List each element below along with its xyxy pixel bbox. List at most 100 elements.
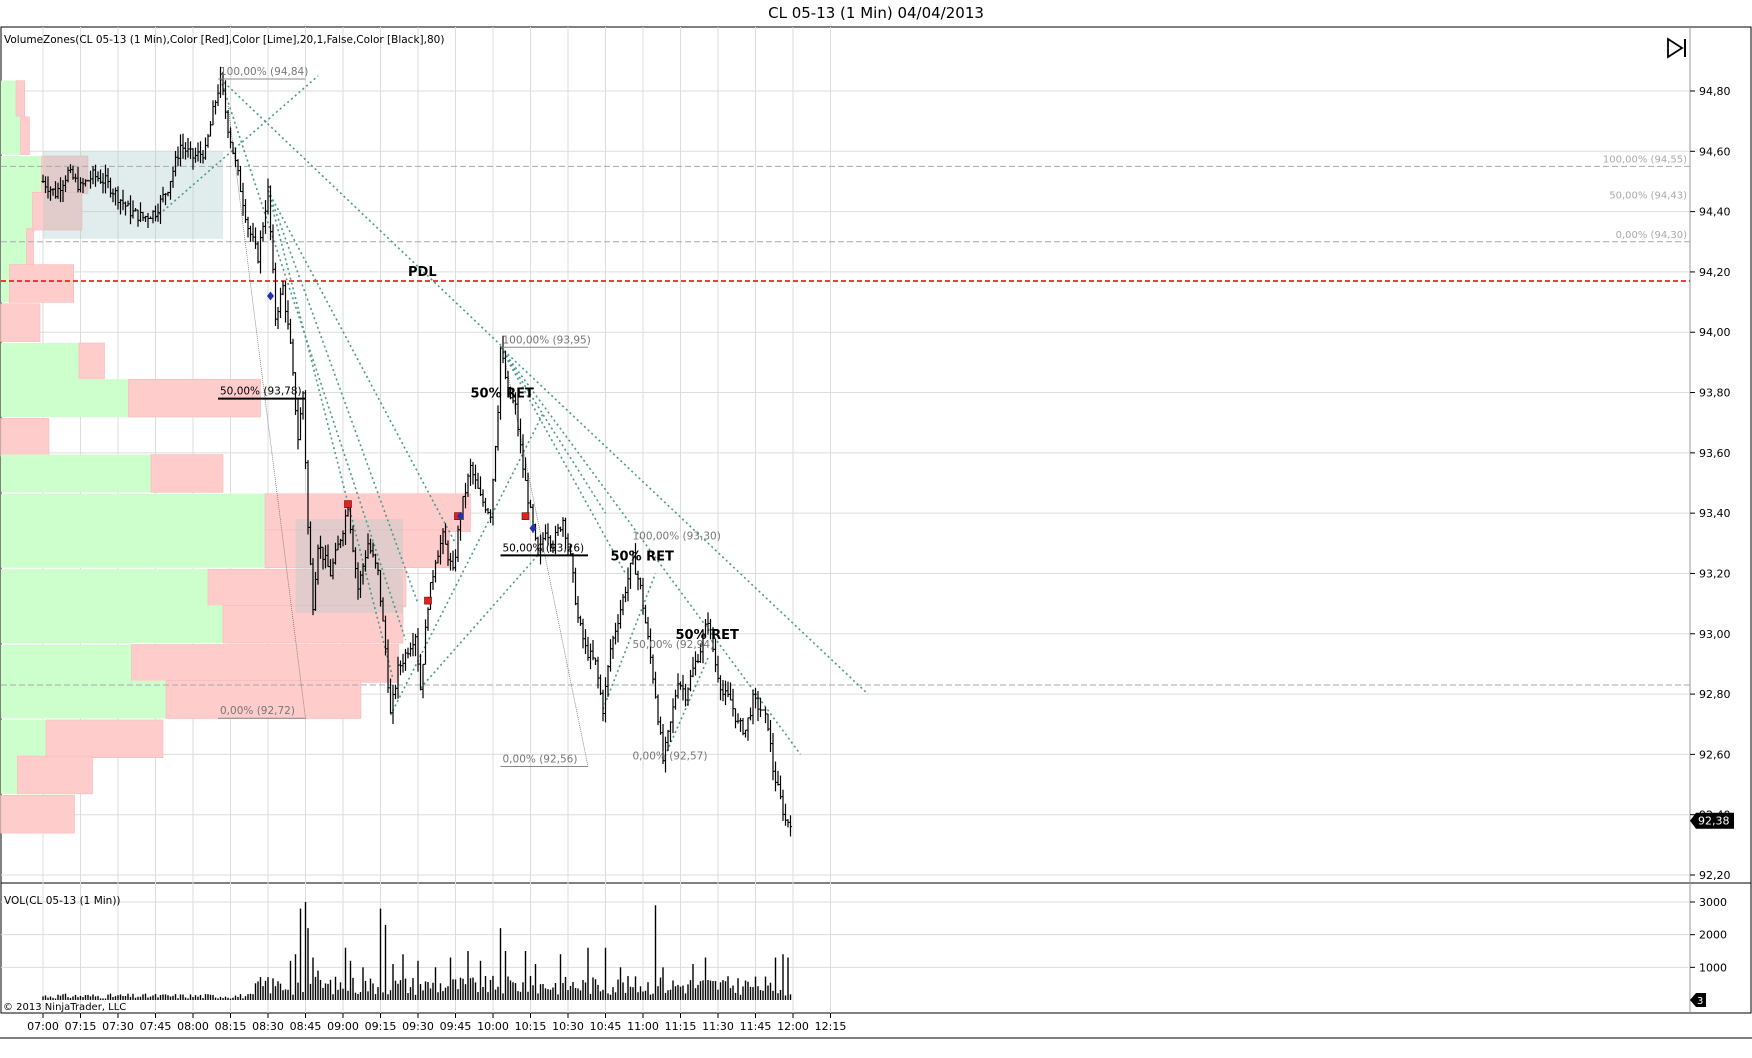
zone-ask <box>207 568 407 608</box>
last-price-badge: 92,38 <box>1690 812 1734 829</box>
red-square-marker <box>344 500 352 508</box>
trend-line <box>219 78 407 641</box>
price-tick-label: 94,80 <box>1699 85 1731 98</box>
time-tick-label: 10:45 <box>590 1020 622 1033</box>
zone-bid <box>1 680 166 719</box>
zone-ask <box>165 680 362 719</box>
fib-levels: 100,00% (94,84) 50,00% (93,78) 0,00% (92,7… <box>218 66 721 767</box>
trend-line <box>267 190 419 604</box>
zone-ask <box>78 342 105 382</box>
time-tick-label: 10:30 <box>552 1020 584 1033</box>
trend-line <box>499 346 869 695</box>
skip-to-end-icon[interactable] <box>1665 36 1689 60</box>
last-volume-badge: 3 <box>1690 993 1706 1007</box>
price-tick-label: 92,20 <box>1699 869 1731 882</box>
time-tick-label: 09:45 <box>440 1020 472 1033</box>
axes: 94,80 94,60 94,40 94,20 94,00 93,80 93,60 93,40… <box>0 85 1752 1039</box>
signal-markers <box>267 291 537 605</box>
zone-bid <box>1 80 16 119</box>
time-tick-label: 08:30 <box>252 1020 284 1033</box>
red-square-marker <box>424 596 432 605</box>
price-tick-label: 93,00 <box>1699 628 1731 641</box>
volume-tick-label: 3000 <box>1699 896 1727 909</box>
zone-bid <box>1 342 79 381</box>
price-tick-label: 94,20 <box>1699 266 1731 279</box>
price-tick-label: 92,60 <box>1699 748 1731 761</box>
volume-panel[interactable] <box>0 882 1752 1014</box>
trend-line <box>499 346 627 574</box>
trend-line <box>154 75 319 219</box>
time-tick-label: 10:15 <box>515 1020 547 1033</box>
zone-ask <box>131 644 399 683</box>
zone-ask <box>9 264 74 303</box>
zone-ask <box>0 795 75 834</box>
fib-label: 0,00% (92,72) <box>220 705 295 717</box>
trend-line <box>662 657 709 761</box>
time-tick-label: 07:15 <box>65 1020 97 1033</box>
price-bars <box>41 66 792 837</box>
annotation-label: 50% RET <box>611 549 675 564</box>
zone-ask <box>15 80 25 119</box>
price-tick-label: 93,20 <box>1699 567 1731 580</box>
price-panel[interactable] <box>0 26 1752 884</box>
volume-bars <box>42 902 792 1000</box>
right-fib-label: 100,00% (94,55) <box>1603 154 1687 165</box>
time-tick-label: 07:30 <box>102 1020 134 1033</box>
trend-line <box>227 106 306 719</box>
volume-tick-label: 1000 <box>1699 961 1727 974</box>
time-tick-label: 12:00 <box>777 1020 809 1033</box>
right-fib-label: 0,00% (94,30) <box>1616 230 1687 241</box>
zone-bid <box>1 228 27 267</box>
svg-text:92,38: 92,38 <box>1698 815 1730 828</box>
blue-diamond-marker <box>529 523 537 533</box>
time-tick-label: 08:15 <box>215 1020 247 1033</box>
trend-line <box>389 413 544 716</box>
zone-bid <box>1 454 151 493</box>
chart-title: CL 05-13 (1 Min) 04/04/2013 <box>768 4 984 22</box>
price-tick-label: 94,60 <box>1699 145 1731 158</box>
zone-bid <box>1 569 208 607</box>
price-tick-label: 94,40 <box>1699 206 1731 219</box>
price-tick-label: 93,40 <box>1699 507 1731 520</box>
zone-ask <box>150 454 224 493</box>
value-area <box>295 519 403 613</box>
price-tick-label: 94,00 <box>1699 326 1731 339</box>
volume-indicator-label: VOL(CL 05-13 (1 Min)) <box>4 895 121 907</box>
fib-label: 50,00% (93,78) <box>220 386 302 398</box>
zone-bid <box>1 719 46 758</box>
time-tick-label: 11:00 <box>627 1020 659 1033</box>
annotations: 50% RET 50% RET 50% RET <box>471 387 740 643</box>
zone-bid <box>1 116 21 155</box>
zone-ask <box>45 719 164 758</box>
annotation-label: 50% RET <box>676 628 740 643</box>
zone-ask <box>17 755 93 795</box>
zone-ask <box>20 116 30 155</box>
blue-diamond-marker <box>457 511 464 521</box>
horizontal-levels: PDL 100,00% (94,55) 50,00% (94,43) 0,00% (9… <box>1 154 1690 686</box>
price-tick-label: 92,80 <box>1699 688 1731 701</box>
trend-line <box>602 573 657 710</box>
pdl-label: PDL <box>408 265 437 280</box>
fib-label: 0,00% (92,57) <box>633 750 708 762</box>
trend-line <box>499 346 802 755</box>
zone-bid <box>1 756 18 794</box>
time-tick-label: 09:15 <box>365 1020 397 1033</box>
copyright-text: © 2013 NinjaTrader, LLC <box>3 1002 126 1013</box>
trend-line <box>267 190 457 544</box>
zone-bid <box>1 605 223 644</box>
fib-label: 100,00% (93,95) <box>503 334 591 346</box>
svg-text:3: 3 <box>1697 996 1703 1007</box>
price-tick-label: 93,80 <box>1699 387 1731 400</box>
time-tick-label: 07:45 <box>140 1020 172 1033</box>
red-square-marker <box>521 512 530 520</box>
zone-bid <box>1 192 33 231</box>
fib-label: 50,00% (93,26) <box>503 542 585 554</box>
zone-bid <box>1 644 132 683</box>
zone-bid <box>1 529 265 568</box>
time-tick-label: 11:45 <box>740 1020 772 1033</box>
fib-label: 50,00% (92,94) <box>633 639 715 651</box>
trend-line <box>267 190 394 680</box>
zone-bid <box>1 264 10 303</box>
time-tick-label: 08:45 <box>290 1020 322 1033</box>
